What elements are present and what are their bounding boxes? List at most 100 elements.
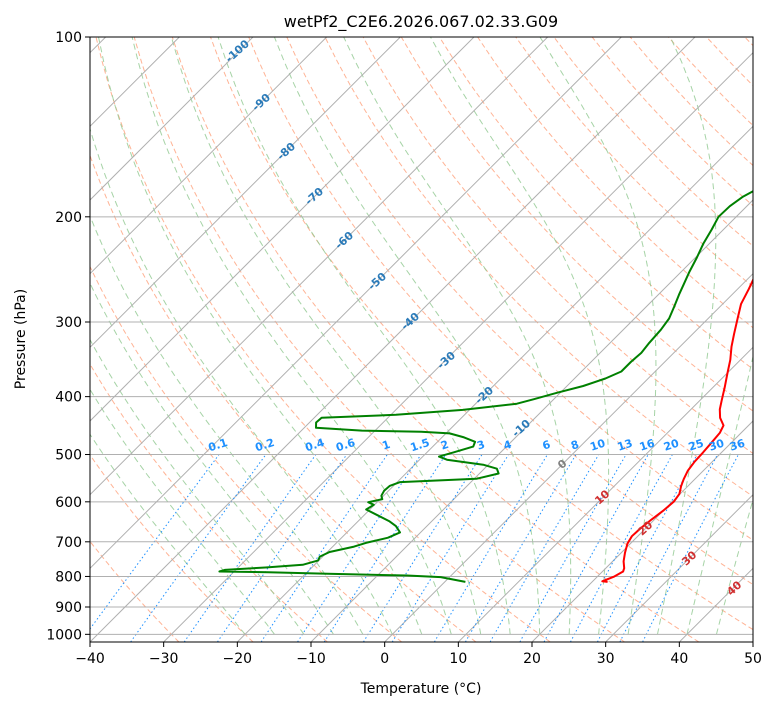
mixing-ratio-label: 0.1 <box>207 436 230 454</box>
mixing-ratio-label: 20 <box>662 437 681 454</box>
dry-adiabat <box>515 37 753 288</box>
isotherm <box>384 272 753 642</box>
moist-adiabat <box>716 498 753 635</box>
x-tick-label: 50 <box>744 651 762 667</box>
dewpoint-profile <box>218 190 753 583</box>
y-axis: 100 200 300 400 500 600 700 800 900 1000 <box>46 30 90 643</box>
mixing-ratio-line <box>433 454 548 642</box>
isotherm <box>605 493 753 642</box>
y-tick-label: 1000 <box>46 627 82 643</box>
plot-frame <box>89 36 754 643</box>
moist-adiabat <box>90 282 334 635</box>
mixing-ratio-label: 4 <box>502 438 514 453</box>
mixing-ratio-label: 1.5 <box>409 436 432 454</box>
y-tick-label: 100 <box>55 30 82 46</box>
x-tick-label: −10 <box>296 651 326 667</box>
x-tick-label: 30 <box>597 651 615 667</box>
moist-adiabat <box>686 354 753 635</box>
dry-adiabat <box>171 37 700 642</box>
dry-adiabat <box>362 37 753 455</box>
mixing-ratio-label: 36 <box>728 437 747 454</box>
moist-adiabat <box>430 37 610 635</box>
moist-adiabat <box>90 388 275 635</box>
x-tick-label: −20 <box>223 651 253 667</box>
x-tick-label: 10 <box>449 651 467 667</box>
dry-adiabat <box>90 265 403 642</box>
dry-adiabat <box>286 37 753 541</box>
dry-adiabat <box>95 37 551 642</box>
mixing-ratio-label: 0.4 <box>303 436 326 454</box>
mixing-ratio-line <box>260 454 388 642</box>
mixing-ratio-line <box>464 454 577 642</box>
x-axis-title: Temperature (°C) <box>360 681 482 697</box>
dry-adiabat <box>90 453 254 642</box>
dry-adiabat <box>248 37 753 586</box>
x-tick-label: 0 <box>380 651 389 667</box>
dry-adiabat <box>324 37 753 498</box>
y-axis-title: Pressure (hPa) <box>13 289 29 389</box>
isotherm <box>90 37 622 570</box>
isotherm <box>90 37 475 422</box>
mixing-ratio-label: 1 <box>381 438 392 453</box>
mixing-ratio-line <box>183 454 317 642</box>
dry-adiabat <box>210 37 753 631</box>
moist-adiabat <box>657 37 717 635</box>
moist-adiabat <box>98 37 423 635</box>
y-tick-label: 900 <box>55 600 82 616</box>
mixing-ratio-line <box>519 454 627 642</box>
y-tick-label: 500 <box>55 448 82 464</box>
x-tick-label: 20 <box>523 651 541 667</box>
y-tick-label: 700 <box>55 535 82 551</box>
dry-adiabat <box>438 37 753 370</box>
x-tick-label: −30 <box>149 651 179 667</box>
mixing-ratio-line <box>489 454 600 642</box>
y-tick-label: 400 <box>55 390 82 406</box>
moist-adiabat <box>539 37 657 635</box>
dry-adiabat <box>90 153 477 642</box>
mixing-ratio-label: 10 <box>588 437 607 454</box>
dry-adiabat <box>90 540 180 642</box>
dry-adiabat <box>90 363 328 642</box>
mixing-ratio-label: 16 <box>638 437 657 454</box>
y-tick-label: 300 <box>55 315 82 331</box>
isotherm <box>90 37 549 496</box>
mixing-ratio-label: 8 <box>569 438 580 453</box>
mixing-ratio-line <box>297 454 422 642</box>
isotherm <box>90 37 696 642</box>
temperature-profile <box>601 277 753 583</box>
dry-adiabat <box>133 37 625 642</box>
mixing-ratio-label: 3 <box>475 438 486 453</box>
mixing-ratio-label: 2 <box>439 438 450 453</box>
moist-adiabat <box>131 37 452 635</box>
mixing-ratio-label: 0.6 <box>334 436 357 454</box>
moist-adiabat <box>90 338 305 635</box>
isotherm <box>90 37 328 275</box>
mixing-ratio-line <box>569 454 673 642</box>
y-tick-label: 800 <box>55 569 82 585</box>
profile-lines <box>218 190 753 583</box>
x-tick-label: 40 <box>670 651 688 667</box>
y-tick-label: 200 <box>55 210 82 226</box>
mixing-ratio-label: 25 <box>687 437 706 454</box>
mixing-ratio-line <box>90 454 220 630</box>
chart-title: wetPf2_C2E6.2026.067.02.33.G09 <box>284 12 558 32</box>
mixing-ratio-label: 0.2 <box>254 436 277 454</box>
isotherm <box>236 125 753 642</box>
dry-adiabat <box>400 37 753 412</box>
mixing-ratio-label: 13 <box>616 437 635 454</box>
isotherm <box>90 37 254 201</box>
mixing-ratio-label: 6 <box>541 438 553 453</box>
mixing-ratio-line <box>323 454 447 642</box>
isotherm <box>531 420 753 642</box>
moist-adiabat <box>273 37 541 635</box>
x-axis: −40 −30 −20 −10 0 10 20 30 40 50 <box>75 642 762 667</box>
isotherm <box>310 199 753 642</box>
moist-adiabat <box>90 433 246 635</box>
isotherm <box>163 51 753 642</box>
mixing-ratio-label: 30 <box>707 437 726 454</box>
y-tick-label: 600 <box>55 495 82 511</box>
background-lines <box>90 37 753 642</box>
isotherm <box>90 37 401 349</box>
moist-adiabat <box>170 37 482 635</box>
